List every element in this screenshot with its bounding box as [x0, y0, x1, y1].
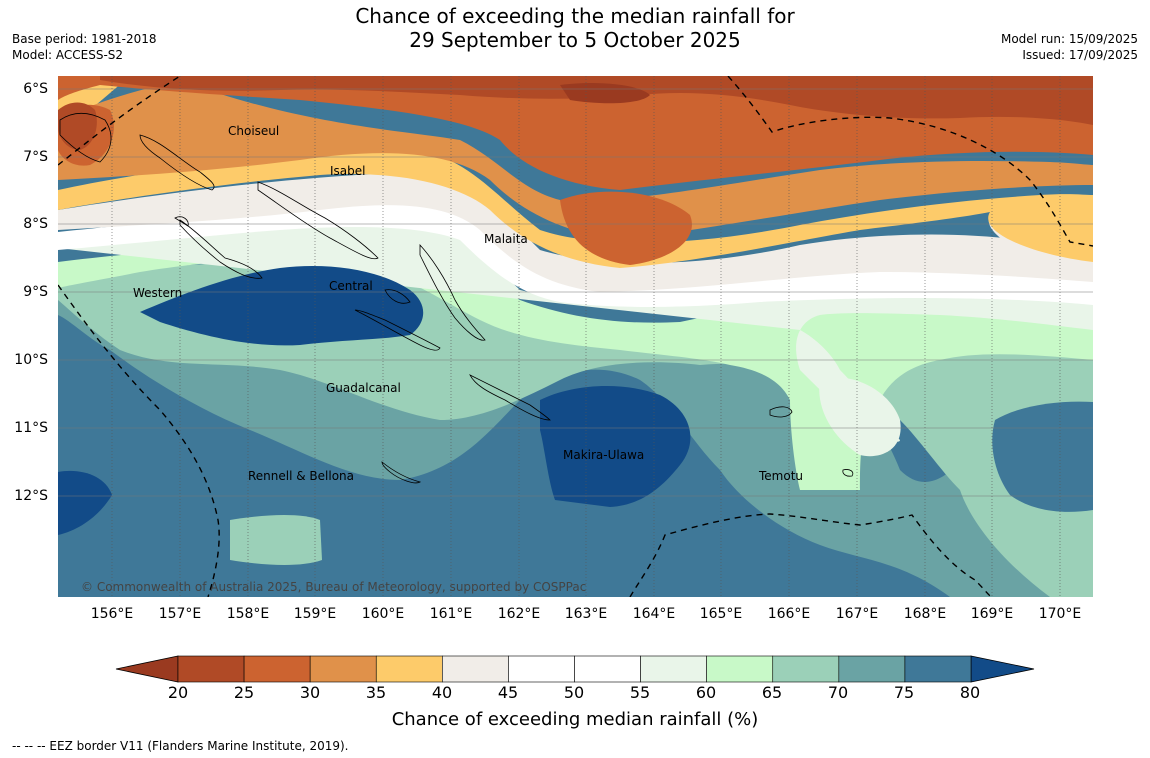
colorbar-segment [772, 655, 840, 683]
lon-label: 165°E [699, 606, 743, 622]
province-label-guadalcanal: Guadalcanal [326, 381, 401, 395]
colorbar-tick: 35 [365, 683, 387, 702]
copyright-text: © Commonwealth of Australia 2025, Bureau… [81, 580, 587, 594]
colorbar-tick: 65 [761, 683, 783, 702]
lon-label: 167°E [835, 606, 879, 622]
colorbar-tick: 30 [299, 683, 321, 702]
lon-label: 169°E [970, 606, 1014, 622]
colorbar-tick: 20 [167, 683, 189, 702]
lon-label: 156°E [90, 606, 134, 622]
colorbar-segment [309, 655, 377, 683]
base-period: Base period: 1981-2018 [12, 32, 157, 46]
colorbar-segment [375, 655, 443, 683]
colorbar [115, 655, 1035, 683]
eez-borders [58, 76, 1093, 597]
map-title: Chance of exceeding the median rainfall … [0, 4, 1150, 52]
lat-label: 6°S [23, 81, 48, 97]
colorbar-segment [243, 655, 311, 683]
colorbar-segment [508, 655, 575, 683]
colorbar-tick: 40 [431, 683, 453, 702]
province-label-isabel: Isabel [330, 164, 366, 178]
lat-label: 7°S [23, 149, 48, 165]
colorbar-tick: 80 [959, 683, 981, 702]
province-label-makira-ulawa: Makira-Ulawa [563, 448, 645, 462]
lon-label: 168°E [903, 606, 947, 622]
province-label-western: Western [133, 286, 183, 300]
colorbar-tick: 45 [497, 683, 519, 702]
colorbar-segment [442, 655, 509, 683]
colorbar-segment [904, 655, 972, 683]
model-run: Model run: 15/09/2025 [1000, 32, 1138, 46]
colorbar-segment [574, 655, 641, 683]
model-name: Model: ACCESS-S2 [12, 48, 124, 62]
lon-label: 162°E [497, 606, 541, 622]
colorbar-tick: 25 [233, 683, 255, 702]
lat-label: 8°S [23, 216, 48, 232]
title-line-1: Chance of exceeding the median rainfall … [355, 4, 795, 28]
province-label-choiseul: Choiseul [228, 124, 280, 138]
lon-label: 159°E [293, 606, 337, 622]
province-label-rennell-bellona: Rennell & Bellona [248, 469, 355, 483]
lon-label: 164°E [632, 606, 676, 622]
issued-date: Issued: 17/09/2025 [1022, 48, 1138, 62]
coastlines [59, 112, 854, 484]
colorbar-under-triangle [115, 655, 179, 683]
lon-label: 170°E [1038, 606, 1082, 622]
colorbar-segment [177, 655, 245, 683]
province-label-central: Central [329, 279, 373, 293]
colorbar-tick: 55 [629, 683, 651, 702]
colorbar-tick: 70 [827, 683, 849, 702]
lon-label: 157°E [158, 606, 202, 622]
latitude-lines [58, 88, 1093, 497]
colorbar-over-triangle [970, 655, 1035, 683]
title-line-2: 29 September to 5 October 2025 [409, 28, 741, 52]
province-label-malaita: Malaita [484, 232, 528, 246]
lon-label: 158°E [226, 606, 270, 622]
colorbar-tick: 60 [695, 683, 717, 702]
lon-label: 163°E [564, 606, 608, 622]
lat-label: 10°S [14, 352, 48, 368]
colorbar-tick: 50 [563, 683, 585, 702]
meta-right: Model run: 15/09/2025 Issued: 17/09/2025 [1001, 31, 1138, 63]
lon-label: 166°E [767, 606, 811, 622]
lon-label: 161°E [429, 606, 473, 622]
meta-left: Base period: 1981-2018 Model: ACCESS-S2 [12, 31, 157, 63]
colorbar-segment [640, 655, 707, 683]
lon-label: 160°E [361, 606, 405, 622]
colorbar-label: Chance of exceeding median rainfall (%) [391, 709, 759, 730]
province-label-temotu: Temotu [759, 469, 804, 483]
lat-label: 11°S [14, 420, 48, 436]
map-field [58, 76, 1093, 597]
lat-label: 12°S [14, 488, 48, 504]
colorbar-segment [838, 655, 906, 683]
colorbar-tick: 75 [893, 683, 915, 702]
colorbar-segment [706, 655, 774, 683]
lat-label: 9°S [23, 284, 48, 300]
eez-note: -- -- -- EEZ border V11 (Flanders Marine… [12, 739, 349, 753]
